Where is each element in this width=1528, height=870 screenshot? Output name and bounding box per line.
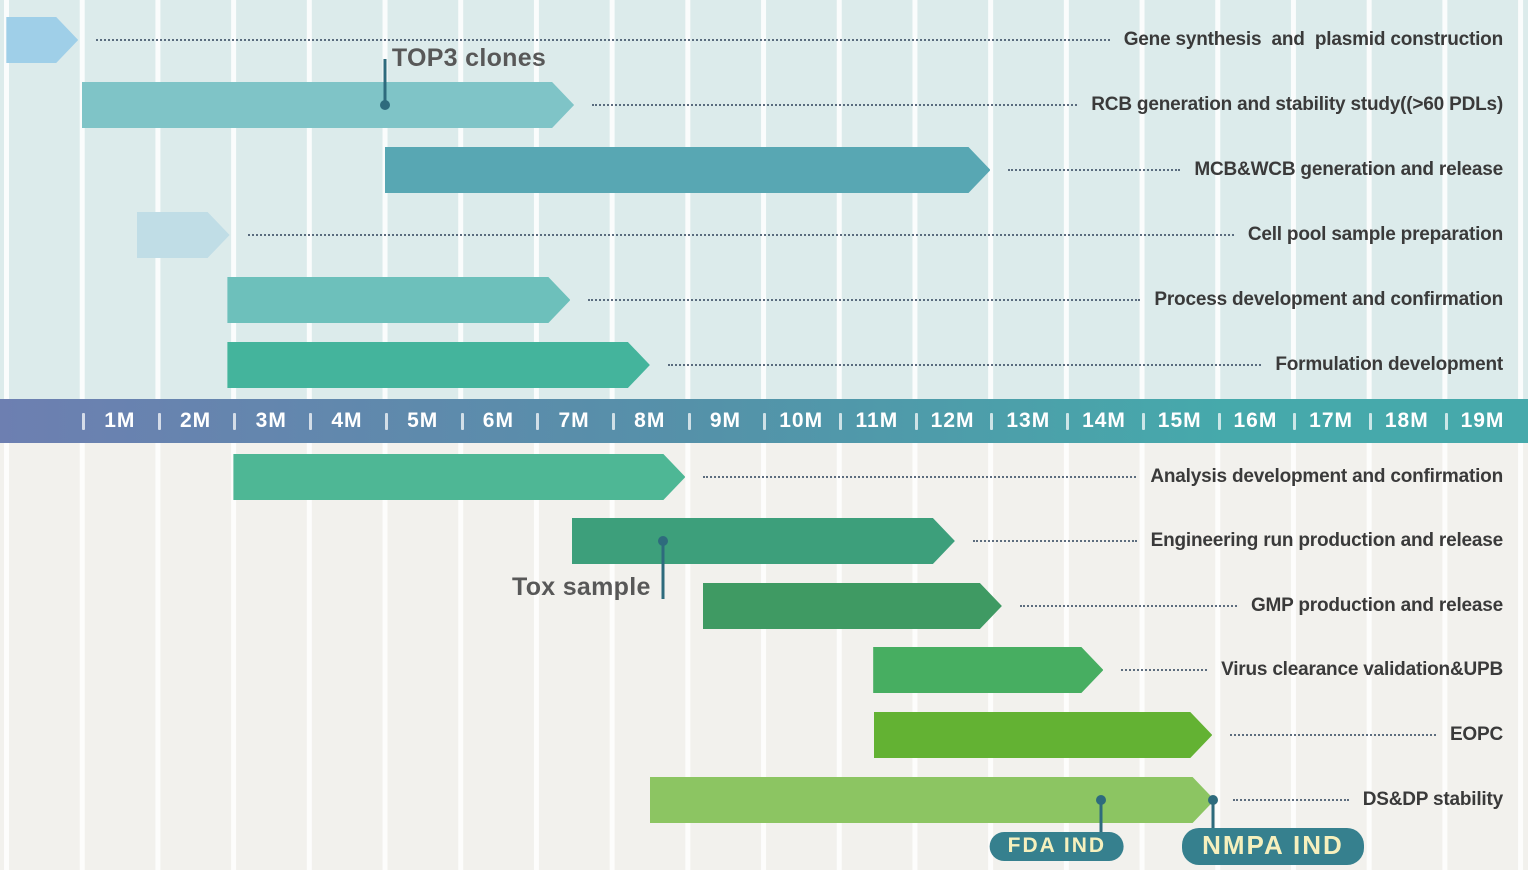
axis-tick-label: 1M [104, 409, 136, 432]
axis-tick-14m: 14M [1066, 399, 1142, 443]
axis-tick-separator [233, 413, 237, 430]
axis-tick-label: 9M [709, 409, 742, 432]
axis-tick-separator [839, 413, 843, 430]
axis-tick-separator [536, 413, 540, 430]
axis-tick-19m: 19M [1444, 399, 1521, 443]
axis-tick-4m: 4M [309, 399, 385, 443]
axis-tick-separator [914, 413, 918, 430]
axis-tick-12m: 12M [914, 399, 991, 443]
axis-tick-separator [1066, 413, 1070, 430]
axis-tick-label: 13M [1006, 409, 1051, 432]
axis-tick-label: 12M [930, 409, 975, 432]
axis-tick-5m: 5M [384, 399, 461, 443]
axis-tick-separator [1368, 413, 1372, 430]
axis-tick-10m: 10M [763, 399, 839, 443]
axis-tick-16m: 16M [1217, 399, 1294, 443]
axis-tick-separator [611, 413, 615, 430]
axis-tick-separator [384, 413, 388, 430]
axis-tick-separator [687, 413, 691, 430]
axis-tick-8m: 8M [611, 399, 688, 443]
axis-tick-separator [1293, 413, 1297, 430]
axis-tick-separator [82, 413, 85, 430]
axis-tick-separator [309, 413, 313, 430]
axis-tick-label: 16M [1233, 409, 1278, 432]
axis-tick-label: 2M [179, 409, 212, 432]
timeline-axis: 1M 2M 3M 4M 5M 6M 7M 8M 9M 10M 11M 12M 13M 14M 15M 16M 1… [0, 399, 1528, 443]
axis-tick-label: 17M [1309, 409, 1354, 432]
axis-tick-label: 11M [855, 409, 899, 432]
axis-tick-label: 10M [779, 409, 824, 432]
bottom-section-background [0, 443, 1528, 870]
axis-tick-17m: 17M [1293, 399, 1369, 443]
axis-tick-label: 3M [255, 409, 287, 432]
axis-tick-separator [990, 413, 994, 430]
axis-tick-3m: 3M [233, 399, 309, 443]
axis-tick-label: 7M [558, 409, 590, 432]
axis-tick-13m: 13M [990, 399, 1066, 443]
axis-tick-label: 8M [634, 409, 666, 432]
axis-tick-11m: 11M [839, 399, 915, 443]
axis-tick-label: 4M [331, 409, 363, 432]
axis-tick-separator [157, 413, 161, 430]
axis-lead-spacer [0, 399, 82, 443]
top-section-background [0, 0, 1528, 399]
axis-tick-7m: 7M [536, 399, 612, 443]
axis-tick-label: 19M [1460, 409, 1505, 432]
axis-tick-label: 5M [407, 409, 439, 432]
axis-tick-label: 14M [1082, 409, 1126, 432]
axis-tick-separator [1217, 413, 1221, 430]
axis-tick-label: 18M [1384, 409, 1429, 432]
axis-tick-separator [1444, 413, 1448, 430]
axis-tick-15m: 15M [1141, 399, 1218, 443]
axis-tick-label: 15M [1157, 409, 1202, 432]
axis-tick-separator [1141, 413, 1145, 430]
axis-tick-9m: 9M [687, 399, 764, 443]
axis-tick-separator [763, 413, 767, 430]
axis-tick-18m: 18M [1368, 399, 1445, 443]
axis-tick-separator [460, 413, 464, 430]
axis-tick-2m: 2M [157, 399, 234, 443]
axis-tick-1m: 1M [82, 399, 158, 443]
axis-tick-label: 6M [482, 409, 514, 432]
axis-tick-6m: 6M [460, 399, 537, 443]
